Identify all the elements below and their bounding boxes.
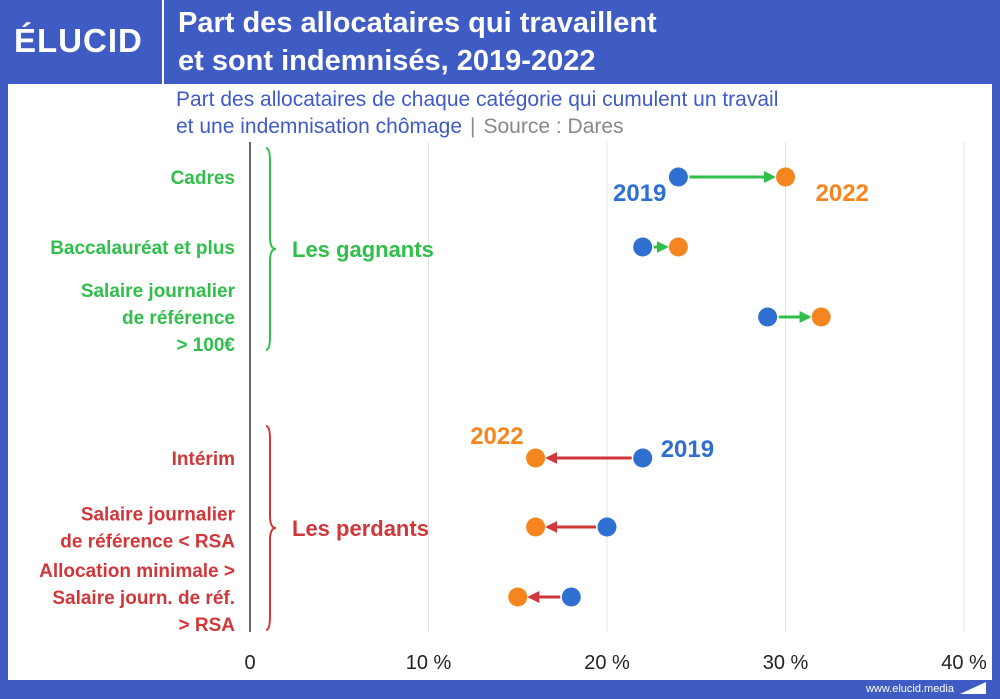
x-tick-label-30: 30 %	[763, 652, 809, 674]
chart-subtitle: Part des allocataires de chaque catégori…	[176, 86, 956, 140]
group-label-1: Les perdants	[292, 516, 429, 541]
logo: ÉLUCID	[14, 22, 143, 59]
subtitle-line-1: Part des allocataires de chaque catégori…	[176, 88, 779, 111]
footer-site: www.elucid.media	[865, 683, 954, 695]
dot-2019-1-1	[597, 517, 617, 537]
dot-2019-0-0	[668, 167, 688, 187]
annotation-label-2: 2022	[470, 423, 523, 450]
category-label-1-2-line-1: Salaire journ. de réf.	[52, 588, 235, 609]
dot-2022-0-1	[668, 237, 688, 257]
category-label-1-1-line-0: Salaire journalier	[81, 505, 236, 526]
category-label-1-1-line-1: de référence < RSA	[60, 532, 235, 553]
brace-group-0	[265, 147, 277, 351]
category-label-1-0-line-0: Intérim	[172, 449, 235, 470]
header: ÉLUCID Part des allocataires qui travail…	[0, 0, 1000, 84]
dot-2022-0-2	[811, 307, 831, 327]
chart-title: Part des allocataires qui travaillent et…	[178, 4, 978, 80]
category-label-0-2-line-0: Salaire journalier	[81, 281, 236, 302]
dot-2019-0-1	[633, 237, 653, 257]
dot-2022-0-0	[776, 167, 795, 187]
category-label-0-2-line-2: > 100€	[176, 335, 235, 356]
dot-2022-1-0	[526, 448, 546, 468]
x-tick-label-40: 40 %	[941, 652, 987, 674]
category-label-0-0-line-0: Cadres	[171, 168, 235, 189]
subtitle-line-2: et une indemnisation chômage | Source : Da…	[176, 113, 956, 140]
elucid-mark-icon	[960, 682, 986, 694]
title-line-2: et sont indemnisés, 2019-2022	[178, 45, 596, 77]
annotation-label-3: 2019	[661, 436, 714, 463]
source-label: Source : Dares	[483, 115, 624, 138]
dot-2022-1-2	[508, 587, 528, 607]
subtitle-separator: |	[470, 115, 476, 138]
brace-group-1	[265, 425, 277, 631]
category-label-1-2-line-0: Allocation minimale >	[39, 561, 235, 582]
logo-divider	[162, 0, 164, 84]
x-tick-label-20: 20 %	[584, 652, 630, 674]
group-label-0: Les gagnants	[292, 237, 434, 262]
category-label-1-2-line-2: > RSA	[179, 615, 236, 636]
category-label-0-1-line-0: Baccalauréat et plus	[50, 238, 235, 259]
annotation-label-1: 2022	[816, 180, 869, 207]
subtitle-line-2-text: et une indemnisation chômage	[176, 115, 463, 138]
chart-panel	[8, 84, 992, 680]
dot-2019-0-2	[758, 307, 778, 327]
title-line-1: Part des allocataires qui travaillent	[178, 7, 657, 39]
dot-2019-1-0	[633, 448, 653, 468]
dot-2019-1-2	[561, 587, 581, 607]
annotation-label-0: 2019	[613, 180, 666, 207]
x-tick-label-10: 10 %	[406, 652, 452, 674]
x-tick-label-0: 0	[244, 652, 255, 674]
category-label-0-2-line-1: de référence	[122, 308, 235, 329]
dot-2022-1-1	[526, 517, 546, 537]
